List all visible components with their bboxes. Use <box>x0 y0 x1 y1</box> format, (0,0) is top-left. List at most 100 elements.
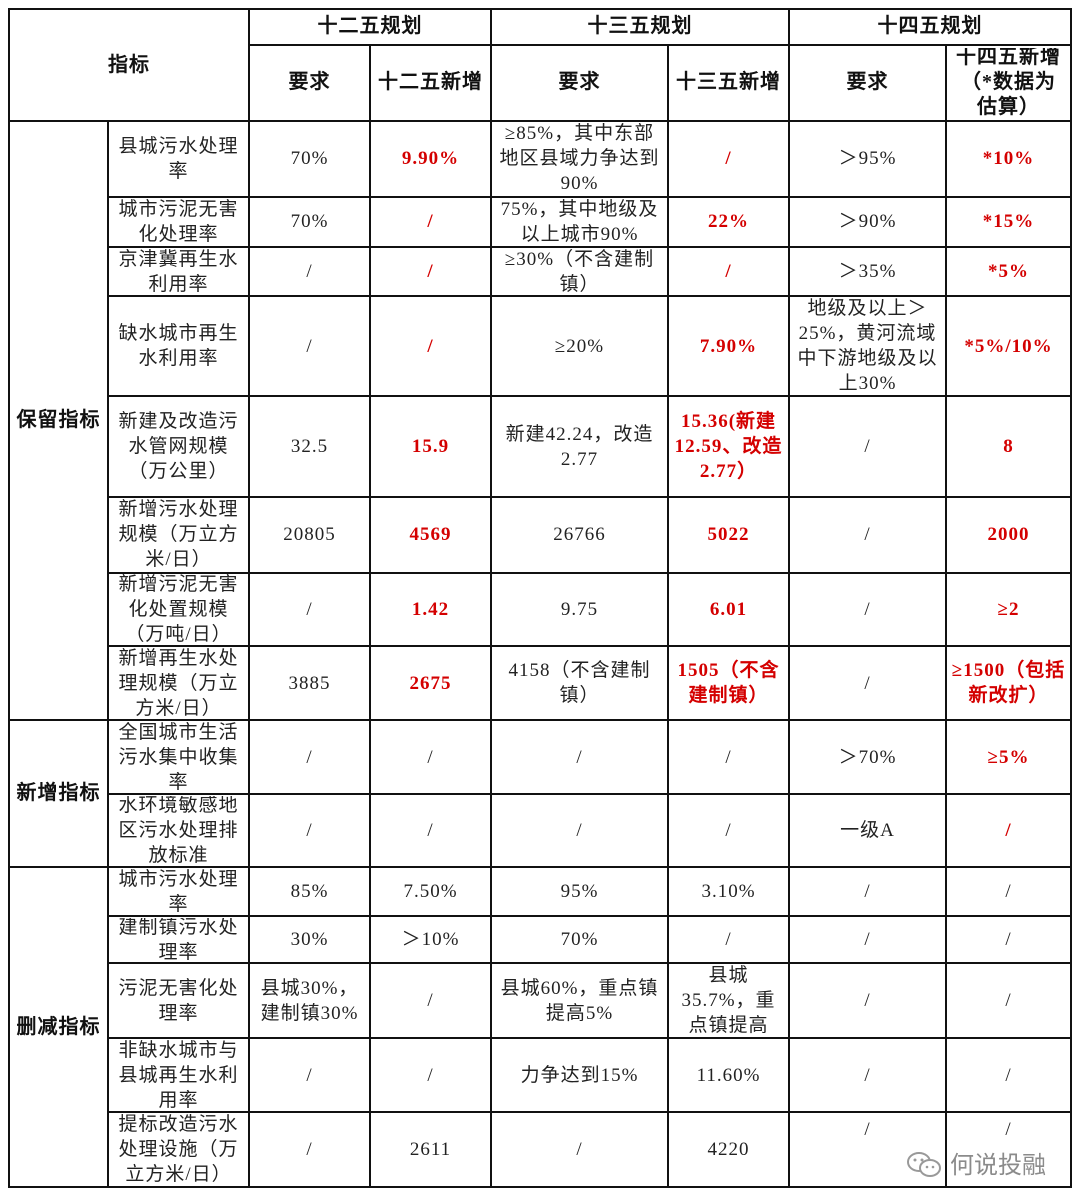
value-cell: ≥85%，其中东部地区县域力争达到90% <box>490 120 669 198</box>
indicator-name-text: 新增污泥无害化处置规模（万吨/日） <box>118 574 239 645</box>
value-cell-text: / <box>725 820 732 841</box>
value-cell-text: ≥20% <box>554 335 605 357</box>
value-cell: / <box>667 245 790 298</box>
value-cell: 新建42.24，改造2.77 <box>490 395 669 498</box>
indicator-name: 全国城市生活污水集中收集率 <box>107 719 250 795</box>
value-cell-text: / <box>427 820 434 841</box>
value-cell: 70% <box>490 915 669 965</box>
indicator-name: 提标改造污水处理设施（万立方米/日） <box>107 1111 250 1188</box>
value-cell-text: 7.90% <box>699 335 758 357</box>
value-cell: / <box>788 645 947 721</box>
value-cell-text: / <box>864 929 871 951</box>
value-cell-text: ＞90% <box>838 211 897 233</box>
value-cell-text: ≥2 <box>997 598 1020 620</box>
value-cell: 8 <box>945 395 1072 498</box>
value-cell: / <box>945 962 1072 1040</box>
value-cell: / <box>248 295 371 398</box>
indicator-name-text: 新增污水处理规模（万立方米/日） <box>118 499 239 571</box>
wechat-icon <box>907 1152 941 1177</box>
value-cell-text: / <box>427 335 434 357</box>
value-cell: 4158（不含建制镇） <box>490 645 669 721</box>
value-cell-text: 2675 <box>409 672 452 694</box>
indicator-name: 城市污泥无害化处理率 <box>107 195 250 248</box>
indicator-name: 新增污泥无害化处置规模（万吨/日） <box>107 571 250 648</box>
value-cell-text: / <box>725 929 732 951</box>
value-cell: / <box>248 245 371 298</box>
value-cell: 75%，其中地级及以上城市90% <box>490 195 669 248</box>
value-cell: / <box>490 793 669 868</box>
table-row: 新建及改造污水管网规模（万公里） 32.5 15.9 新建42.24，改造2.77 15… <box>9 395 1072 498</box>
value-cell: / <box>788 1037 947 1114</box>
value-cell-text: / <box>864 436 871 458</box>
value-cell: / <box>667 719 790 795</box>
value-cell: / <box>248 719 371 795</box>
indicator-name-text: 新增再生水处理规模（万立方米/日） <box>118 648 239 719</box>
value-cell-text: ＞95% <box>838 148 897 170</box>
value-cell: ＞70% <box>788 719 947 795</box>
table-row: 提标改造污水处理设施（万立方米/日） / 2611 / 4220 / / <box>9 1111 1072 1188</box>
value-cell-text: 4220 <box>707 1139 750 1161</box>
value-cell-text: ≥1500（包括新改扩） <box>951 660 1066 707</box>
header-period-text: 十三五规划 <box>587 15 693 38</box>
value-cell: *15% <box>945 195 1072 248</box>
value-cell: 70% <box>248 120 371 198</box>
value-cell-text: 26766 <box>553 524 606 546</box>
value-cell: / <box>667 120 790 198</box>
value-cell: 1505（不含建制镇） <box>667 645 790 721</box>
value-cell-text: 15.9 <box>411 436 450 458</box>
value-cell: / <box>369 245 492 298</box>
indicator-name: 新增再生水处理规模（万立方米/日） <box>107 645 250 721</box>
header-sub-4-text: 要求 <box>846 71 889 94</box>
value-cell-text: / <box>864 881 871 903</box>
value-cell-text: 3885 <box>288 672 331 694</box>
value-cell-text: 7.50% <box>403 881 458 903</box>
value-cell-text: 9.90% <box>401 148 460 170</box>
value-cell: ≥30%（不含建制镇） <box>490 245 669 298</box>
group-label: 保留指标 <box>8 120 109 721</box>
indicator-name: 缺水城市再生水利用率 <box>107 295 250 398</box>
value-cell-text: 新建42.24，改造2.77 <box>505 423 654 470</box>
value-cell-text: / <box>864 1119 871 1141</box>
value-cell: / <box>788 962 947 1040</box>
value-cell-text: / <box>576 746 583 768</box>
table-row: 水环境敏感地区污水处理排放标准 / / / / 一级A / <box>9 793 1072 868</box>
value-cell-text: 县城30%，建制镇30% <box>260 977 359 1024</box>
value-cell-text: 70% <box>560 929 599 951</box>
value-cell: / <box>369 195 492 248</box>
value-cell-text: 85% <box>290 881 329 903</box>
header-sub-0: 要求 <box>248 43 371 123</box>
value-cell-text: / <box>1005 1064 1012 1086</box>
table-row: 京津冀再生水利用率 / / ≥30%（不含建制镇） / ＞35% *5% <box>9 245 1072 298</box>
value-cell: 3.10% <box>667 865 790 918</box>
value-cell: 7.50% <box>369 865 492 918</box>
indicator-name: 建制镇污水处理率 <box>107 915 250 965</box>
value-cell-text: / <box>1005 820 1012 841</box>
value-cell-text: / <box>1005 1119 1012 1141</box>
value-cell: 4569 <box>369 495 492 574</box>
value-cell-text: 2000 <box>987 524 1030 546</box>
value-cell-text: 11.60% <box>696 1064 761 1086</box>
indicator-name-text: 水环境敏感地区污水处理排放标准 <box>118 795 239 866</box>
value-cell-text: / <box>427 746 434 768</box>
value-cell: / <box>945 865 1072 918</box>
value-cell: / <box>667 793 790 868</box>
indicator-name-text: 县城污水处理率 <box>118 135 239 182</box>
value-cell: / <box>248 793 371 868</box>
value-cell: / <box>248 1111 371 1188</box>
value-cell: / <box>945 1037 1072 1114</box>
value-cell: 县城35.7%，重点镇提高 <box>667 962 790 1040</box>
value-cell: / <box>788 495 947 574</box>
table-row: 城市污泥无害化处理率 70% / 75%，其中地级及以上城市90% 22% ＞90% *15… <box>9 195 1072 248</box>
value-cell: / <box>945 1111 1072 1188</box>
value-cell: 22% <box>667 195 790 248</box>
header-period: 十二五规划 <box>248 8 492 46</box>
value-cell-text: 5022 <box>707 524 750 546</box>
value-cell: / <box>490 719 669 795</box>
value-cell-text: / <box>427 990 434 1012</box>
indicator-name-text: 京津冀再生水利用率 <box>118 248 239 295</box>
value-cell-text: 地级及以上＞25%，黄河流域中下游地级及以上30% <box>797 298 938 395</box>
header-sub-1-text: 十二五新增 <box>378 71 483 94</box>
value-cell-text: / <box>306 598 313 620</box>
group-label: 删减指标 <box>8 866 109 1188</box>
watermark-text: 何说投融 <box>950 1151 1046 1179</box>
